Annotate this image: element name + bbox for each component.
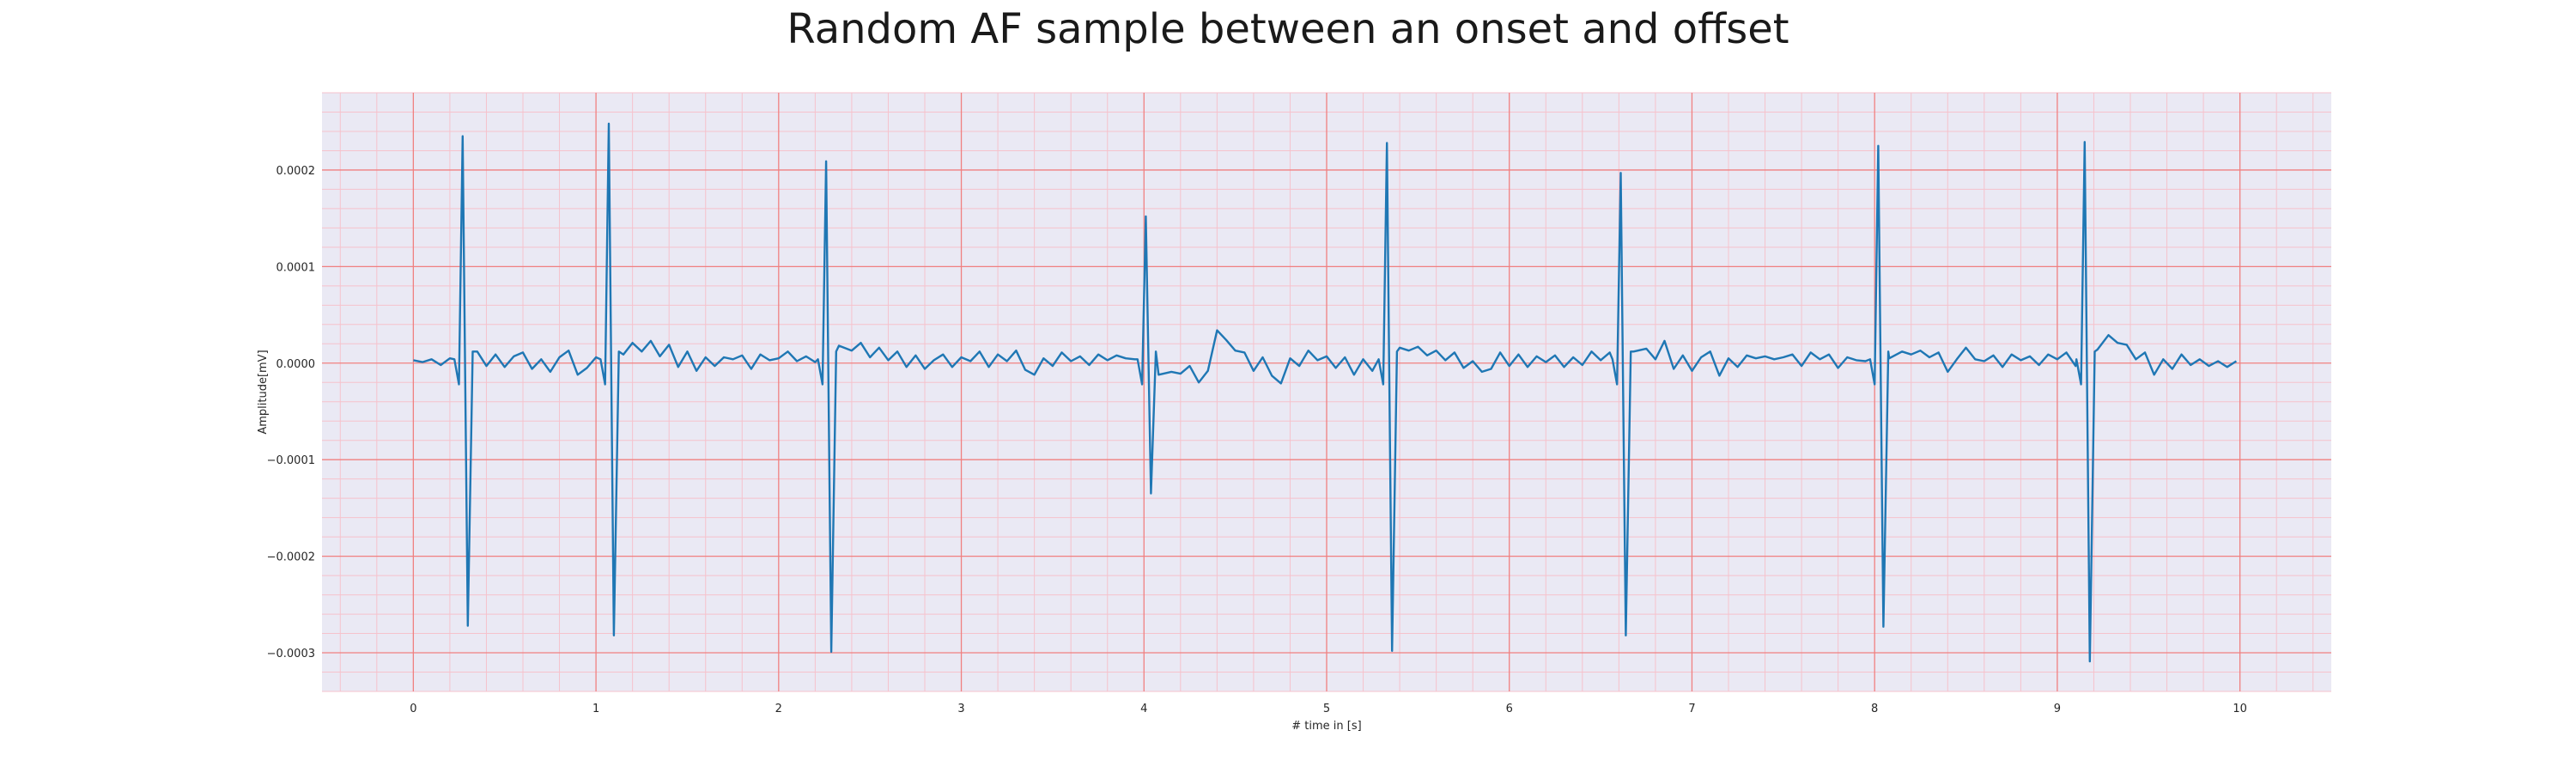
y-tick-label: 0.0000 — [276, 358, 316, 371]
x-tick-label: 10 — [2233, 703, 2247, 715]
y-tick-label: −0.0001 — [267, 454, 315, 467]
y-tick-labels: −0.0003 −0.0002 −0.0001 0.0000 0.0001 0.0002 — [267, 165, 315, 660]
x-tick-label: 2 — [775, 703, 782, 715]
x-tick-label: 3 — [957, 703, 964, 715]
x-tick-label: 6 — [1506, 703, 1513, 715]
major-grid — [322, 93, 2331, 691]
y-tick-label: 0.0002 — [276, 165, 316, 178]
y-axis-label: Amplitude[mV] — [257, 350, 270, 434]
y-tick-label: −0.0002 — [267, 551, 315, 564]
x-tick-label: 8 — [1871, 703, 1878, 715]
chart-title: Random AF sample between an onset and of… — [787, 5, 1789, 53]
x-tick-label: 4 — [1140, 703, 1147, 715]
ecg-series-line — [413, 122, 2238, 663]
x-tick-label: 7 — [1688, 703, 1695, 715]
x-tick-labels: 0 1 2 3 4 5 6 7 8 9 10 — [410, 703, 2247, 715]
x-tick-label: 5 — [1323, 703, 1330, 715]
x-tick-label: 0 — [410, 703, 416, 715]
y-tick-label: 0.0001 — [276, 261, 316, 274]
y-tick-label: −0.0003 — [267, 648, 315, 660]
x-tick-label: 9 — [2054, 703, 2061, 715]
x-axis-label: # time in [s] — [1291, 720, 1361, 733]
x-tick-label: 1 — [592, 703, 599, 715]
